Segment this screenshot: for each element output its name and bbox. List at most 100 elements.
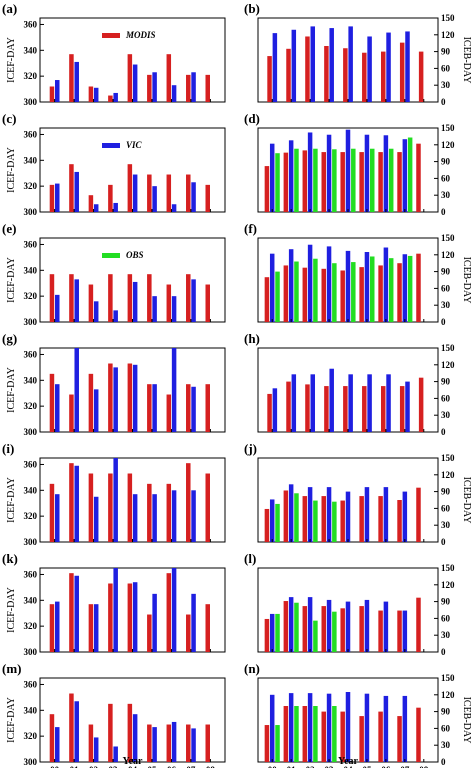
- x-tick-label: 07: [400, 765, 410, 768]
- bar-blue-03: [113, 568, 118, 652]
- bar-blue-05: [152, 186, 157, 212]
- bar-green-00: [275, 613, 280, 652]
- bar-green-00: [275, 153, 280, 212]
- bar-blue-04: [132, 174, 138, 212]
- bar-blue-03: [113, 367, 118, 432]
- bar-red-00: [264, 725, 270, 762]
- bar-red-02: [302, 496, 308, 542]
- bar-blue-03: [329, 28, 334, 102]
- y-tick-label: 300: [24, 537, 38, 547]
- bar-red-01: [69, 164, 74, 212]
- y-tick-label: 360: [24, 349, 38, 359]
- bar-blue-00: [269, 499, 275, 542]
- bar-red-08: [416, 143, 421, 212]
- bar-green-03: [332, 263, 337, 322]
- bar-red-08: [205, 184, 210, 212]
- y-tick-label: 60: [441, 63, 451, 73]
- bar-red-06: [166, 284, 172, 322]
- bar-blue-00: [55, 183, 60, 212]
- x-tick-label: 03: [325, 765, 335, 768]
- bar-red-05: [147, 274, 152, 322]
- bar-red-03: [108, 363, 113, 432]
- bar-red-03: [108, 184, 113, 212]
- bar-blue-06: [171, 204, 177, 212]
- y-tick-label: 30: [441, 410, 451, 420]
- bar-blue-07: [191, 386, 196, 432]
- bar-red-06: [378, 496, 383, 542]
- bar-red-03: [108, 583, 113, 652]
- bar-red-07: [186, 463, 191, 542]
- panel-n: (n) 0 30 60 90 120 150 ICEB-DAY 00 01 02 03 04 05 06 07…: [244, 661, 472, 768]
- y-tick-label: 340: [24, 705, 38, 715]
- x-tick-label: 03: [109, 765, 119, 768]
- y-tick-label: 300: [24, 757, 38, 767]
- bar-red-05: [147, 384, 152, 432]
- bar-red-03: [108, 95, 113, 102]
- bar-blue-05: [364, 599, 370, 652]
- y-tick-label: 60: [441, 723, 451, 733]
- bar-red-03: [108, 473, 113, 542]
- x-tick-label: 01: [287, 765, 297, 768]
- x-tick-label: 01: [70, 765, 80, 768]
- bar-red-00: [49, 714, 55, 762]
- panel-label: (c): [2, 111, 16, 126]
- plot-frame: [257, 17, 439, 103]
- x-axis-title: Year: [338, 756, 359, 767]
- y-tick-label: 320: [24, 621, 38, 631]
- y-tick-label: 150: [441, 453, 455, 463]
- y-tick-label: 120: [441, 140, 455, 150]
- bar-blue-04: [348, 26, 353, 102]
- bar-red-07: [186, 384, 191, 432]
- bar-red-06: [380, 51, 386, 102]
- bar-green-06: [388, 148, 394, 212]
- bar-blue-02: [307, 597, 313, 652]
- bar-red-04: [340, 152, 345, 212]
- bar-blue-06: [383, 601, 389, 652]
- y-tick-label: 0: [441, 647, 446, 657]
- bar-red-02: [302, 150, 308, 212]
- y-tick-label: 300: [24, 97, 38, 107]
- bar-red-03: [321, 496, 327, 542]
- x-tick-label: 04: [344, 765, 354, 768]
- bar-green-04: [351, 148, 356, 212]
- bar-blue-06: [386, 32, 391, 103]
- bar-blue-07: [402, 491, 408, 542]
- bar-red-00: [267, 393, 272, 432]
- bar-red-01: [283, 490, 289, 542]
- bar-blue-00: [269, 143, 275, 212]
- y-tick-label: 60: [441, 283, 451, 293]
- bar-red-06: [166, 394, 172, 432]
- y-tick-label: 60: [441, 613, 451, 623]
- bar-red-07: [397, 263, 402, 322]
- bar-red-07: [397, 500, 402, 542]
- y-tick-label: 320: [24, 291, 38, 301]
- bar-red-08: [416, 253, 421, 322]
- bar-red-00: [49, 274, 55, 322]
- bar-blue-02: [93, 496, 99, 542]
- panel-label: (k): [2, 551, 18, 566]
- bar-blue-02: [93, 301, 99, 322]
- bar-red-00: [49, 86, 55, 102]
- bar-red-05: [359, 496, 364, 542]
- y-tick-label: 90: [441, 707, 451, 717]
- bar-blue-04: [345, 601, 351, 652]
- bar-green-02: [313, 500, 318, 542]
- bar-red-00: [49, 483, 55, 542]
- bar-blue-04: [132, 494, 138, 542]
- bar-red-00: [49, 184, 55, 212]
- bar-green-06: [388, 258, 394, 322]
- bar-red-06: [166, 174, 172, 212]
- y-tick-label: 320: [24, 71, 38, 81]
- legend-label: MODIS: [125, 30, 156, 40]
- bar-red-05: [362, 52, 367, 102]
- bar-red-04: [127, 164, 133, 212]
- bar-blue-03: [326, 246, 332, 322]
- bar-blue-04: [132, 582, 138, 652]
- y-tick-label: 360: [24, 459, 38, 469]
- bar-red-04: [127, 473, 133, 542]
- bar-red-04: [343, 386, 348, 432]
- bar-red-00: [264, 277, 270, 322]
- panel-f: (f) 0 30 60 90 120 150 ICEB-DAY: [244, 221, 472, 327]
- panel-label: (m): [2, 661, 22, 676]
- x-tick-label: 00: [268, 765, 278, 768]
